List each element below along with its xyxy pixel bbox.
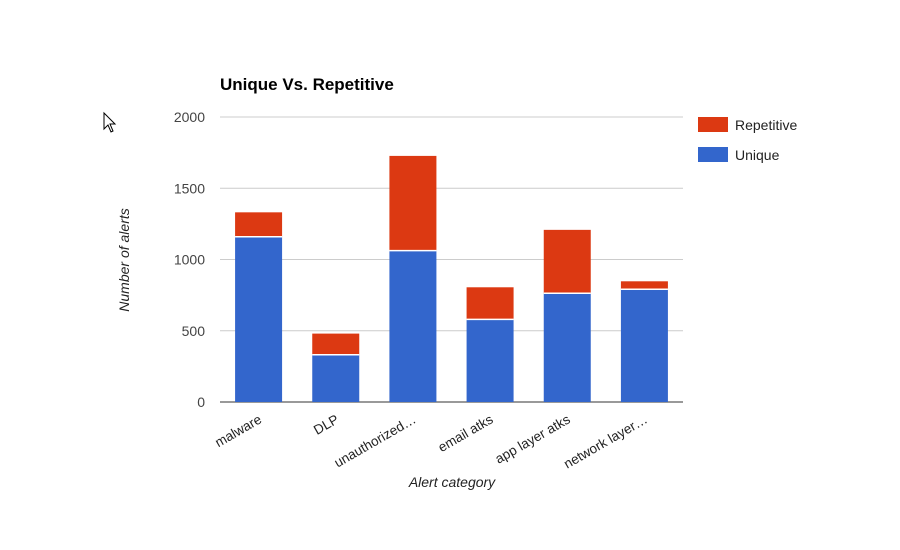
y-tick-label: 0 [197, 394, 205, 410]
legend-label-unique: Unique [735, 147, 780, 163]
x-axis-title: Alert category [408, 474, 496, 490]
bar-unique [312, 354, 360, 402]
mouse-cursor-icon [103, 111, 117, 133]
x-tick-label: DLP [311, 412, 341, 438]
bar-unique [620, 289, 668, 402]
bar-unique [466, 319, 514, 402]
y-tick-label: 1500 [174, 180, 205, 196]
legend-swatch-repetitive [698, 117, 728, 132]
bar-repetitive [312, 333, 360, 355]
x-tick-label: malware [212, 412, 264, 450]
chart-title: Unique Vs. Repetitive [220, 75, 394, 94]
bar-repetitive [389, 155, 437, 251]
legend-label-repetitive: Repetitive [735, 117, 797, 133]
y-tick-label: 500 [182, 323, 206, 339]
bar-repetitive [620, 281, 668, 290]
x-tick-label: unauthorized… [332, 412, 419, 471]
x-tick-label: email atks [435, 411, 495, 455]
bar-repetitive [235, 212, 283, 237]
y-tick-label: 1000 [174, 252, 205, 268]
bar-unique [389, 250, 437, 402]
bar-repetitive [543, 229, 591, 294]
x-tick-label: network layer… [561, 412, 650, 472]
y-tick-label: 2000 [174, 109, 205, 125]
bar-unique [543, 293, 591, 402]
bar-unique [235, 236, 283, 402]
bar-repetitive [466, 287, 514, 320]
legend-swatch-unique [698, 147, 728, 162]
y-axis-title: Number of alerts [116, 208, 132, 311]
